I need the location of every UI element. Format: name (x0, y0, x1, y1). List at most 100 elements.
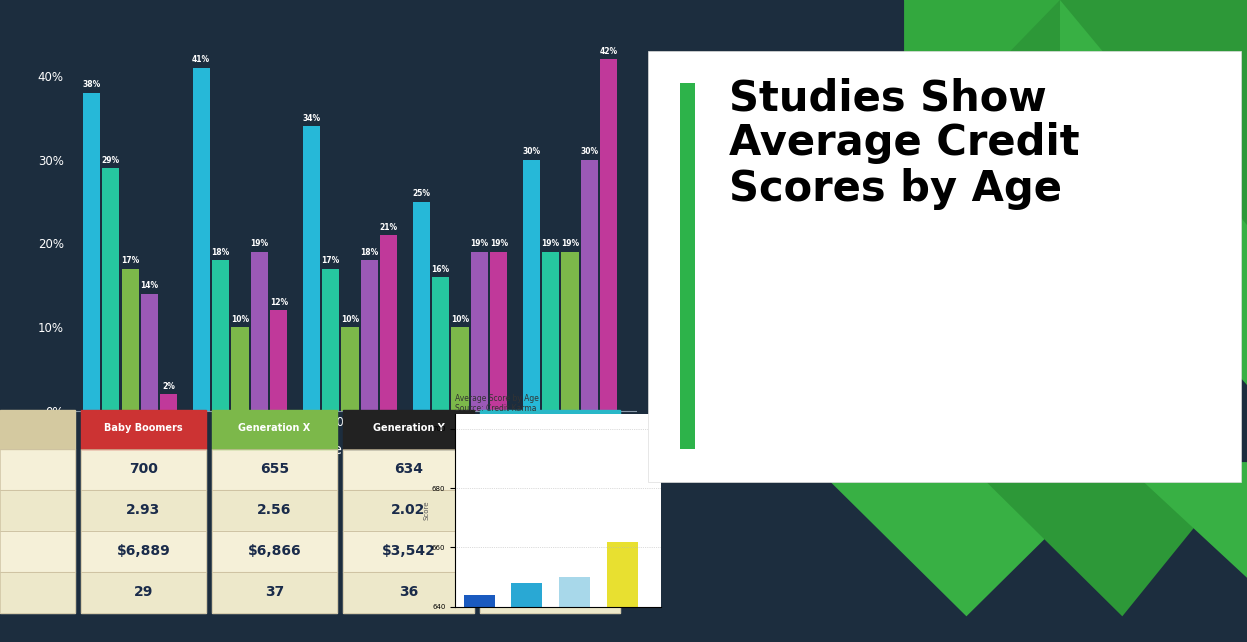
Text: 10%: 10% (340, 315, 359, 324)
Bar (561, 252, 579, 411)
Bar (81, 410, 206, 449)
Text: Baby Boomers: Baby Boomers (104, 423, 183, 433)
Bar (212, 490, 337, 531)
Text: 30%: 30% (580, 147, 599, 156)
Bar (480, 571, 621, 612)
Text: 634: 634 (394, 462, 423, 476)
Text: 631: 631 (536, 462, 565, 476)
Text: 36: 36 (541, 586, 560, 599)
Text: 655: 655 (259, 462, 289, 476)
Y-axis label: Score: Score (423, 501, 429, 520)
Bar (600, 59, 617, 411)
Bar (343, 571, 474, 612)
Bar (0, 449, 75, 490)
Bar (82, 92, 100, 411)
Text: 41%: 41% (192, 55, 211, 64)
Bar (251, 252, 268, 411)
Text: $3,542: $3,542 (382, 544, 435, 558)
Bar (212, 531, 337, 572)
Text: 14%: 14% (141, 281, 158, 290)
Bar (413, 202, 430, 411)
Bar (0, 571, 75, 612)
Bar (471, 252, 488, 411)
Text: 10%: 10% (231, 315, 249, 324)
Text: 18%: 18% (360, 248, 379, 257)
Bar (81, 571, 206, 612)
Polygon shape (1122, 462, 1247, 578)
Bar (212, 571, 337, 612)
Text: 2.56: 2.56 (257, 503, 292, 517)
Text: 21%: 21% (380, 223, 398, 232)
Bar (212, 260, 229, 411)
Text: 17%: 17% (121, 256, 140, 265)
Bar (480, 410, 621, 449)
Bar (480, 571, 621, 612)
Text: 16%: 16% (431, 265, 450, 273)
Bar (161, 394, 177, 411)
Text: 25%: 25% (413, 189, 430, 198)
Bar (81, 490, 206, 531)
Bar (343, 571, 474, 612)
Bar (0, 410, 75, 449)
Text: 2.93: 2.93 (126, 503, 161, 517)
Bar (581, 160, 597, 411)
Text: $6,889: $6,889 (116, 544, 171, 558)
Bar (81, 449, 206, 490)
Text: 19%: 19% (251, 239, 268, 248)
Bar (212, 531, 337, 572)
Bar (559, 577, 590, 607)
Text: Generation Y: Generation Y (373, 423, 444, 433)
Text: $1,682: $1,682 (524, 544, 577, 558)
Text: 38%: 38% (82, 80, 100, 89)
Text: $6,866: $6,866 (247, 544, 302, 558)
Text: 36: 36 (399, 586, 418, 599)
Bar (490, 252, 508, 411)
Bar (380, 235, 398, 411)
Bar (212, 571, 337, 612)
Text: 700: 700 (128, 462, 158, 476)
Text: 19%: 19% (561, 239, 579, 248)
Bar (0, 571, 75, 612)
Bar (0, 531, 75, 572)
Text: 2.02: 2.02 (392, 503, 425, 517)
Text: 37: 37 (264, 586, 284, 599)
Bar (81, 449, 206, 490)
Bar (431, 277, 449, 411)
Text: 18%: 18% (212, 248, 229, 257)
Bar (343, 490, 474, 531)
Bar (343, 410, 474, 449)
Bar (141, 293, 158, 411)
Bar (271, 310, 287, 411)
FancyBboxPatch shape (648, 51, 1241, 482)
Bar (680, 83, 696, 449)
Text: 34%: 34% (302, 114, 320, 123)
Polygon shape (966, 462, 1247, 616)
Bar (303, 126, 319, 411)
Bar (343, 531, 474, 572)
Text: 19%: 19% (470, 239, 489, 248)
Bar (232, 327, 248, 411)
Bar (81, 531, 206, 572)
Bar (542, 252, 559, 411)
Bar (480, 490, 621, 531)
Bar (212, 410, 337, 449)
Bar (0, 490, 75, 531)
Text: 1.29: 1.29 (532, 503, 567, 517)
Bar (451, 327, 469, 411)
Polygon shape (904, 0, 1060, 160)
Text: 19%: 19% (490, 239, 508, 248)
Text: 2%: 2% (162, 382, 176, 391)
Text: Studies Show
Average Credit
Scores by Age: Studies Show Average Credit Scores by Ag… (729, 77, 1080, 210)
Bar (480, 449, 621, 490)
Text: 30%: 30% (522, 147, 540, 156)
Text: 17%: 17% (322, 256, 339, 265)
Text: 42%: 42% (600, 47, 617, 56)
Text: 10%: 10% (451, 315, 469, 324)
Bar (343, 449, 474, 490)
X-axis label: Age Group: Age Group (315, 442, 389, 456)
Bar (607, 541, 638, 607)
Bar (360, 260, 378, 411)
Text: Generation Z: Generation Z (514, 423, 586, 433)
Bar (0, 449, 75, 490)
Bar (464, 595, 495, 607)
